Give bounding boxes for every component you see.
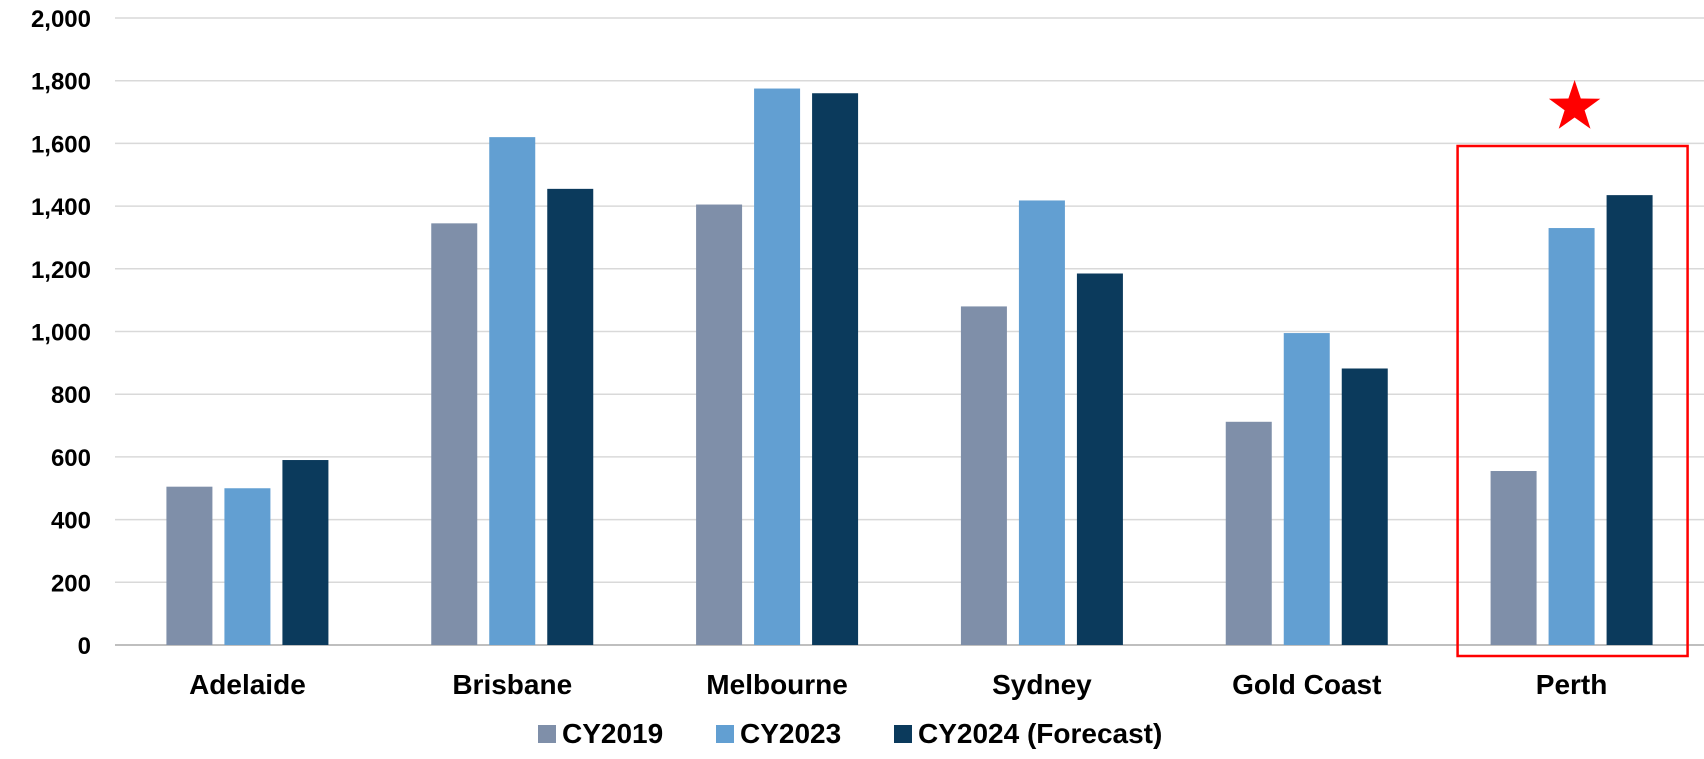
legend-swatch xyxy=(538,725,556,743)
bar-sydney-series-0 xyxy=(960,306,1007,645)
y-tick-label: 2,000 xyxy=(31,6,91,33)
bar-perth-series-0 xyxy=(1490,471,1537,645)
legend-label: CY2019 xyxy=(562,718,663,749)
y-axis: 0 200 400 600 800 1,000 1,200 1,400 1,600 1,800 2,… xyxy=(31,6,91,660)
y-tick-label: 800 xyxy=(51,382,91,409)
y-tick-label: 1,800 xyxy=(31,69,91,96)
bar-sydney-series-2 xyxy=(1076,273,1123,645)
bar-sydney-series-1 xyxy=(1018,200,1065,645)
bar-perth-series-2 xyxy=(1606,195,1653,645)
legend-label: CY2023 xyxy=(740,718,841,749)
bar-gold-coast-series-2 xyxy=(1341,368,1388,645)
legend-swatch xyxy=(716,725,734,743)
y-tick-label: 1,400 xyxy=(31,194,91,221)
bar-brisbane-series-2 xyxy=(547,188,594,646)
bar-brisbane-series-0 xyxy=(431,223,478,645)
gridlines xyxy=(115,17,1704,646)
x-tick-label: Gold Coast xyxy=(1232,669,1381,700)
highlight xyxy=(1456,80,1689,658)
y-tick-label: 400 xyxy=(51,508,91,535)
bars xyxy=(166,88,1653,646)
bar-gold-coast-series-1 xyxy=(1283,333,1330,645)
x-tick-label: Adelaide xyxy=(189,669,306,700)
star-icon xyxy=(1548,80,1601,129)
legend-swatch xyxy=(894,725,912,743)
bar-perth-series-1 xyxy=(1548,228,1595,646)
y-tick-label: 1,200 xyxy=(31,257,91,284)
y-tick-label: 600 xyxy=(51,445,91,472)
bar-adelaide-series-2 xyxy=(282,460,329,645)
y-tick-label: 1,000 xyxy=(31,320,91,347)
bar-melbourne-series-2 xyxy=(812,93,859,646)
y-tick-label: 0 xyxy=(78,633,91,660)
y-tick-label: 200 xyxy=(51,570,91,597)
bar-melbourne-series-0 xyxy=(696,204,743,645)
highlight-box xyxy=(1456,144,1689,658)
legend: CY2019 CY2023 CY2024 (Forecast) xyxy=(538,718,1162,749)
bar-melbourne-series-1 xyxy=(754,88,801,646)
bar-adelaide-series-1 xyxy=(224,488,271,645)
bar-adelaide-series-0 xyxy=(166,486,213,645)
legend-label: CY2024 (Forecast) xyxy=(918,718,1162,749)
y-tick-label: 1,600 xyxy=(31,131,91,158)
x-tick-label: Sydney xyxy=(992,669,1092,700)
x-tick-label: Perth xyxy=(1536,669,1608,700)
bar-gold-coast-series-0 xyxy=(1225,421,1272,645)
x-axis: Adelaide Brisbane Melbourne Sydney Gold Coas… xyxy=(189,669,1607,700)
x-tick-label: Brisbane xyxy=(452,669,572,700)
bar-brisbane-series-1 xyxy=(489,137,536,645)
x-tick-label: Melbourne xyxy=(706,669,848,700)
